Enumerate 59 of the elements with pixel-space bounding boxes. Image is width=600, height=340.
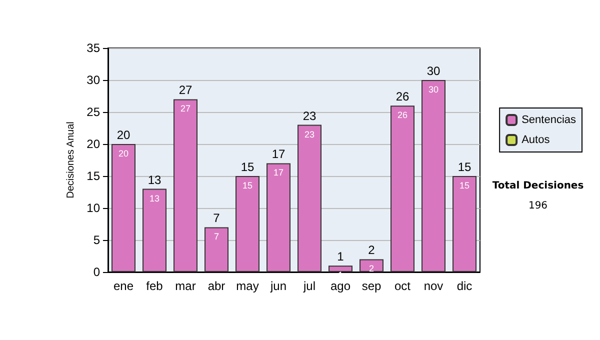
total-label: 30 <box>426 64 440 78</box>
y-tick-label: 30 <box>86 73 100 87</box>
total-label: 23 <box>302 108 316 123</box>
bar <box>142 188 166 272</box>
bar <box>328 266 352 272</box>
data-label: 30 <box>428 84 439 94</box>
text: Total Decisiones <box>492 180 584 192</box>
legend-label: Sentencias <box>522 114 576 126</box>
data-label: 1 <box>337 250 344 264</box>
bar <box>112 144 136 272</box>
x-tick-label: sep <box>362 279 382 293</box>
data-label: 7 <box>214 232 220 242</box>
y-tick-label: 0 <box>93 265 100 279</box>
x-tick-label: jun <box>269 279 287 293</box>
y-tick-label: 20 <box>86 137 100 151</box>
y-axis-title: Decisiones Anual <box>65 122 76 198</box>
x-tick-label: feb <box>146 279 164 293</box>
y-tick-label: 10 <box>86 201 100 215</box>
total-label: 27 <box>178 83 192 98</box>
total-label: 26 <box>396 90 410 104</box>
data-label: 23 <box>304 129 315 140</box>
x-tick-label: jul <box>302 279 316 293</box>
bar <box>266 163 290 272</box>
bar <box>390 106 414 272</box>
data-label: 17 <box>273 168 284 178</box>
total-label: 2 <box>368 243 376 258</box>
x-tick-label: dic <box>456 279 472 293</box>
x-tick-label: nov <box>424 279 444 293</box>
bar <box>452 176 476 272</box>
data-label: 15 <box>242 180 253 190</box>
bar <box>422 80 446 272</box>
data-label: 20 <box>118 148 129 158</box>
total-label: 15 <box>240 160 254 174</box>
total-label: 7 <box>213 211 220 226</box>
text: 196 <box>528 200 548 212</box>
data-label: 27 <box>180 104 191 114</box>
data-label: 13 <box>149 193 160 204</box>
x-tick-label: ago <box>330 279 351 293</box>
bar <box>236 176 260 272</box>
data-label: 15 <box>459 180 470 190</box>
y-tick-label: 25 <box>86 105 100 119</box>
bar <box>204 227 228 272</box>
data-label: 26 <box>397 110 408 120</box>
legend-label: Autos <box>522 134 550 146</box>
x-tick-label: oct <box>394 279 412 293</box>
bar <box>298 124 322 272</box>
total-label: 20 <box>116 128 130 142</box>
x-tick-label: mar <box>175 279 196 293</box>
total-label: 13 <box>148 172 162 187</box>
bar <box>174 99 198 272</box>
y-tick-label: 15 <box>86 169 100 183</box>
y-tick-label: 35 <box>86 41 100 55</box>
bar <box>360 259 384 272</box>
x-tick-label: may <box>236 279 259 293</box>
x-tick-label: abr <box>208 279 226 293</box>
y-tick-label: 5 <box>93 233 100 247</box>
total-label: 17 <box>272 147 286 162</box>
total-label: 15 <box>458 160 472 174</box>
x-tick-label: ene <box>113 279 134 293</box>
